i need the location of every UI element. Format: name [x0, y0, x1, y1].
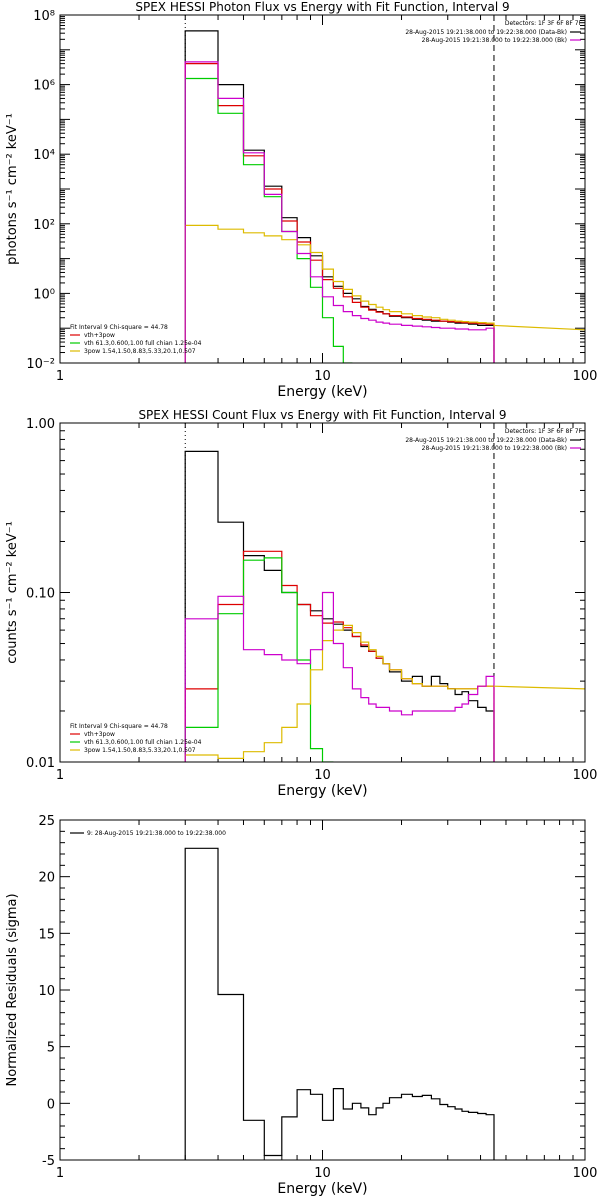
y-tick-label: 15	[38, 927, 55, 942]
chart-title: SPEX HESSI Count Flux vs Energy with Fit…	[138, 408, 506, 422]
series-vth	[184, 557, 334, 762]
fit-legend-label: vth+3pow	[84, 731, 115, 738]
x-axis-label: Energy (keV)	[277, 1181, 367, 1197]
y-tick-label: 5	[47, 1041, 55, 1056]
fit-legend-label: 3pow 1.54,1.50,8.83,5.33,20.1,0.507	[84, 747, 196, 754]
series-3pow	[184, 624, 495, 762]
y-tick-label: -5	[42, 1154, 55, 1169]
time-legend-label: 28-Aug-2015 19:21:38.000 to 19:22:38.000…	[405, 29, 567, 36]
series-bk	[184, 61, 495, 363]
chart-1: SPEX HESSI Photon Flux vs Energy with Fi…	[5, 0, 597, 400]
y-tick-label: 0.01	[26, 756, 55, 771]
y-tick-label: 10⁴	[33, 148, 55, 163]
y-axis-label: Normalized Residuals (sigma)	[5, 893, 20, 1086]
fit-legend-header: Fit Interval 9 Chi-square = 44.78	[70, 324, 168, 331]
fit-legend-label: vth 61.3,0.600,1.00 full chian 1.25e-04	[84, 340, 202, 347]
chart-2: SPEX HESSI Count Flux vs Energy with Fit…	[5, 408, 597, 799]
series-vth-3pow	[184, 63, 495, 363]
detector-label: Detectors: 1F 3F 6F 8F 7F	[505, 428, 583, 435]
time-legend-label: 28-Aug-2015 19:21:38.000 to 19:22:38.000…	[405, 437, 567, 444]
x-tick-label: 100	[573, 768, 598, 783]
x-tick-label: 10	[314, 768, 331, 783]
y-tick-label: 10⁻²	[26, 357, 55, 372]
residual-legend-label: 9: 28-Aug-2015 19:21:38.000 to 19:22:38.…	[87, 830, 226, 837]
y-tick-label: 1.00	[26, 417, 55, 432]
y-tick-label: 10⁸	[33, 9, 55, 24]
series-3pow-extension	[493, 685, 585, 690]
y-axis-label: counts s⁻¹ cm⁻² keV⁻¹	[5, 521, 20, 664]
series-bk	[184, 591, 495, 762]
plot-frame	[59, 14, 586, 364]
series-data-bk	[184, 450, 495, 762]
fit-legend-label: vth+3pow	[84, 332, 115, 339]
chart-title: SPEX HESSI Photon Flux vs Energy with Fi…	[135, 0, 509, 14]
x-tick-label: 1	[56, 768, 64, 783]
series-9-28-aug-2015-19-21-38-000-to-19-22-38-000	[184, 847, 495, 1160]
series-3pow-extension	[493, 324, 585, 331]
x-axis-label: Energy (keV)	[277, 384, 367, 400]
x-tick-label: 100	[573, 1166, 598, 1181]
y-tick-label: 0	[47, 1097, 55, 1112]
plot-frame	[59, 819, 586, 1161]
data-layer	[184, 847, 495, 1160]
series-vth-3pow	[184, 550, 495, 762]
x-tick-label: 10	[314, 1166, 331, 1181]
x-tick-label: 1	[56, 369, 64, 384]
y-tick-label: 10⁰	[33, 287, 55, 302]
y-axis-label: photons s⁻¹ cm⁻² keV⁻¹	[5, 113, 20, 265]
time-legend-label: 28-Aug-2015 19:21:38.000 to 19:22:38.000…	[422, 37, 567, 44]
plot-frame	[59, 422, 586, 763]
fit-legend-label: 3pow 1.54,1.50,8.83,5.33,20.1,0.507	[84, 348, 196, 355]
time-legend-label: 28-Aug-2015 19:21:38.000 to 19:22:38.000…	[422, 445, 567, 452]
data-layer	[184, 15, 585, 363]
y-tick-label: 25	[38, 814, 55, 829]
y-tick-label: 10	[38, 984, 55, 999]
fit-legend-header: Fit Interval 9 Chi-square = 44.78	[70, 723, 168, 730]
chart-3: 1 10 100 -5 0 5 10 15 20 25 Energy (keV) Normalized…	[5, 814, 597, 1197]
y-tick-label: 10²	[33, 218, 55, 233]
x-axis-label: Energy (keV)	[277, 783, 367, 799]
x-tick-label: 1	[56, 1166, 64, 1181]
x-tick-label: 100	[573, 369, 598, 384]
y-tick-label: 10⁶	[33, 79, 55, 94]
x-tick-label: 10	[314, 369, 331, 384]
fit-legend-label: vth 61.3,0.600,1.00 full chian 1.25e-04	[84, 739, 202, 746]
y-tick-label: 20	[38, 871, 55, 886]
series-3pow	[184, 224, 495, 363]
data-layer	[184, 423, 585, 762]
y-tick-label: 0.10	[26, 587, 55, 602]
series-data-bk	[184, 30, 495, 363]
series-vth	[184, 77, 353, 363]
detector-label: Detectors: 1F 3F 6F 8F 7F	[505, 20, 583, 27]
